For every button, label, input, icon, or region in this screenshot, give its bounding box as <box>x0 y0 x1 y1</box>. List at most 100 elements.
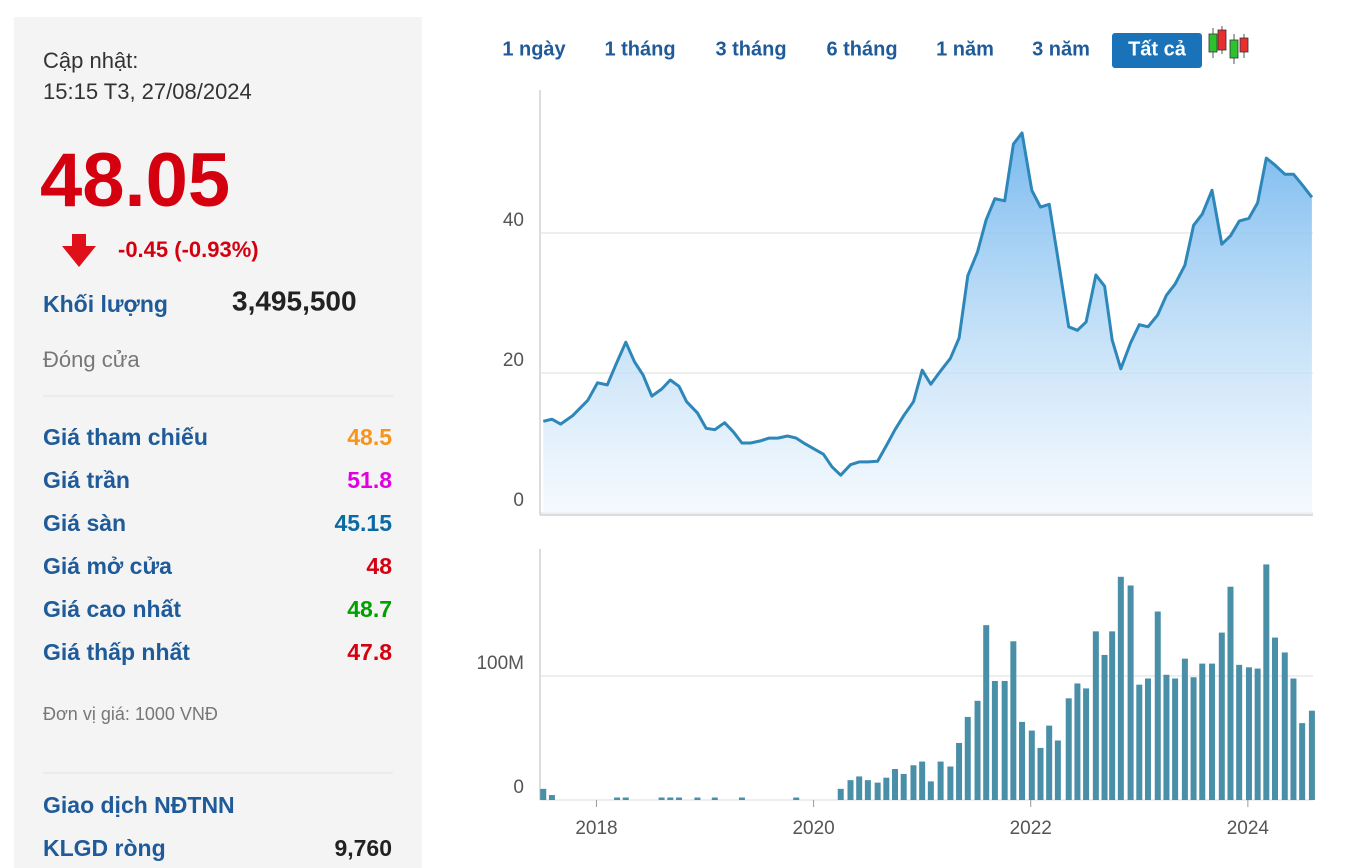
volume-bar <box>983 625 990 800</box>
volume-bar <box>1019 721 1026 800</box>
row-label: Giá cao nhất <box>43 596 181 622</box>
row-label: Giá sàn <box>43 510 126 536</box>
volume-value: 3,495,500 <box>232 285 357 316</box>
volume-bar <box>864 780 871 800</box>
range-button[interactable]: Tất cả <box>1128 38 1187 60</box>
x-tick-label: 2024 <box>1227 818 1270 839</box>
info-panel <box>14 17 422 868</box>
volume-bar <box>793 797 800 800</box>
volume-bar <box>1092 631 1099 800</box>
x-tick-label: 2018 <box>575 818 617 839</box>
update-time: 15:15 T3, 27/08/2024 <box>43 79 252 104</box>
y-tick-label: 40 <box>503 210 524 231</box>
volume-bar <box>694 797 701 800</box>
foreign-label: KLGD ròng <box>43 835 166 861</box>
volume-bar <box>1209 663 1216 800</box>
volume-bar <box>1190 677 1197 800</box>
volume-bar <box>675 797 682 800</box>
volume-bar <box>991 680 998 800</box>
volume-bar <box>964 716 971 800</box>
volume-bar <box>738 797 745 800</box>
down-arrow <box>62 234 96 267</box>
volume-bar <box>1308 710 1315 800</box>
volume-bar <box>540 788 547 800</box>
range-button[interactable]: 6 tháng <box>826 38 897 60</box>
volume-bar <box>1236 664 1243 800</box>
candle-icon <box>1208 26 1249 64</box>
update-label: Cập nhật: <box>43 48 138 73</box>
row-value: 47.8 <box>347 639 392 665</box>
y-tick-label: 100M <box>476 653 524 674</box>
volume-bar <box>1001 680 1008 800</box>
volume-bar <box>947 766 954 800</box>
range-button-bg[interactable] <box>1112 33 1202 68</box>
volume-bar <box>927 781 934 800</box>
unit-note: Đơn vị giá: 1000 VNĐ <box>43 704 218 724</box>
volume-bar <box>874 782 881 800</box>
volume-bar <box>1127 585 1134 800</box>
range-button[interactable]: 3 năm <box>1032 38 1090 60</box>
volume-bar <box>1144 678 1151 800</box>
volume-bar <box>1299 723 1306 800</box>
volume-bar <box>856 776 863 800</box>
volume-bar <box>1117 576 1124 800</box>
volume-bar <box>847 780 854 800</box>
volume-bar <box>711 797 718 800</box>
volume-bar <box>614 797 621 800</box>
row-value: 51.8 <box>347 467 392 493</box>
x-tick-label: 2020 <box>792 818 834 839</box>
volume-bar <box>900 773 907 800</box>
volume-bar <box>1136 684 1143 800</box>
volume-label: Khối lượng <box>43 291 168 317</box>
volume-bar <box>1281 652 1288 800</box>
range-button[interactable]: 1 năm <box>936 38 994 60</box>
volume-bar <box>974 700 981 800</box>
price-line <box>542 131 1314 477</box>
volume-bar <box>548 795 555 800</box>
volume-bar <box>910 765 917 800</box>
volume-bar <box>1054 740 1061 800</box>
range-button[interactable]: 3 tháng <box>715 38 786 60</box>
row-label: Giá mở cửa <box>43 553 172 579</box>
range-button[interactable]: 1 ngày <box>502 38 566 60</box>
price-change: -0.45 (-0.93%) <box>118 237 259 262</box>
volume-bar <box>956 742 963 800</box>
status: Đóng cửa <box>43 347 140 372</box>
volume-bar <box>1074 683 1081 800</box>
volume-bar <box>1028 730 1035 800</box>
volume-bar <box>1290 678 1297 800</box>
volume-bar <box>937 761 944 800</box>
row-value: 48.7 <box>347 596 392 622</box>
x-tick-label: 2022 <box>1010 818 1052 839</box>
volume-bar <box>1083 688 1090 800</box>
volume-bar <box>1181 658 1188 800</box>
foreign-title: Giao dịch NĐTNN <box>43 792 235 818</box>
volume-bar <box>1172 678 1179 800</box>
volume-bar <box>1163 674 1170 800</box>
volume-bar <box>883 777 890 800</box>
volume-bar <box>1199 663 1206 800</box>
volume-bar <box>1254 668 1261 800</box>
volume-bar <box>1046 725 1053 800</box>
volume-bar <box>892 769 899 800</box>
volume-bar <box>1154 611 1161 800</box>
volume-bar <box>1037 747 1044 800</box>
volume-bar <box>1218 632 1225 800</box>
volume-bar <box>622 797 629 800</box>
volume-bar <box>1227 586 1234 800</box>
price-area <box>543 132 1312 513</box>
row-value: 48.5 <box>347 424 392 450</box>
volume-bar <box>919 761 926 800</box>
volume-bar <box>1272 637 1279 800</box>
volume-bar <box>1101 654 1108 800</box>
volume-bar <box>1010 641 1017 800</box>
row-value: 48 <box>366 553 392 579</box>
volume-bar <box>667 797 674 800</box>
volume-bar <box>837 788 844 800</box>
row-label: Giá trần <box>43 467 130 493</box>
y-tick-label: 0 <box>513 490 524 511</box>
range-button[interactable]: 1 tháng <box>604 38 675 60</box>
volume-bar <box>1245 667 1252 800</box>
y-tick-label: 0 <box>513 777 524 798</box>
